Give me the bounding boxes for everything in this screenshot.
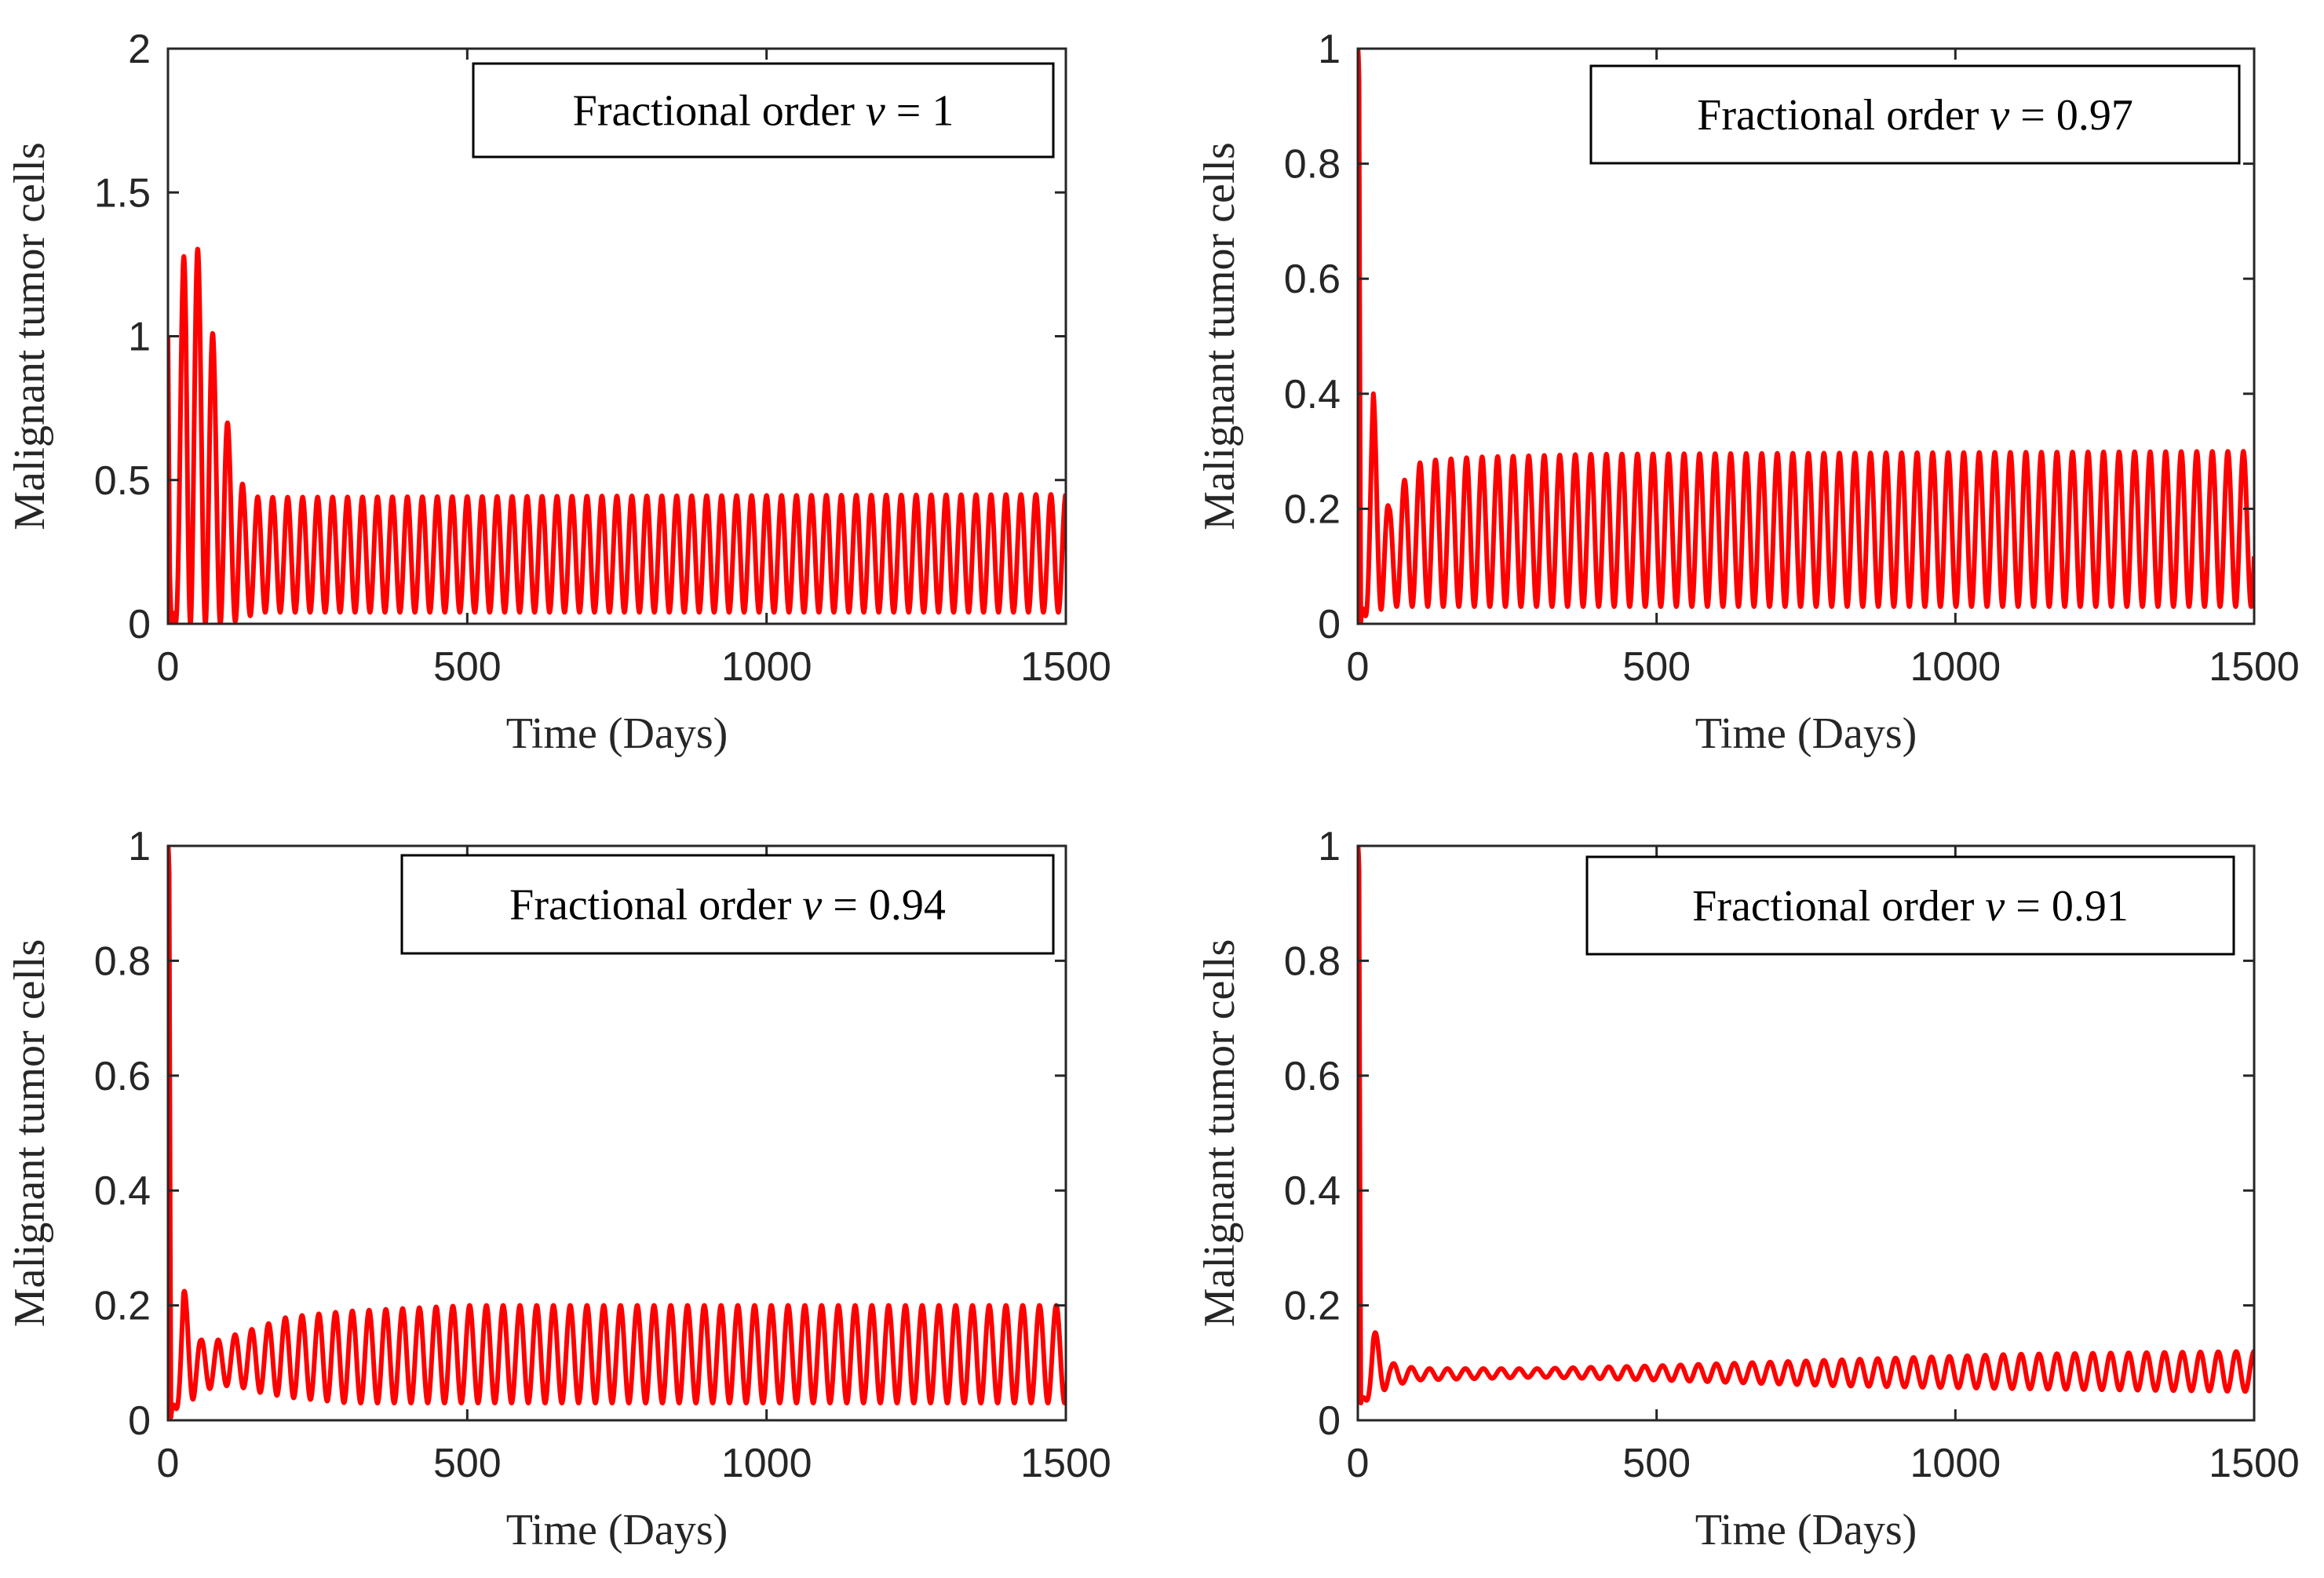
legend-label: Fractional order v = 0.91 bbox=[1692, 882, 2129, 931]
axes-frame bbox=[166, 844, 1067, 1422]
y-tick-label: 0 bbox=[1318, 602, 1341, 647]
x-axis-label: Time (Days) bbox=[1695, 1506, 1917, 1554]
legend-prefix: Fractional order bbox=[1697, 91, 1979, 140]
x-tick-label: 500 bbox=[433, 1441, 502, 1486]
series-line bbox=[1358, 844, 2254, 1406]
legend-label: Fractional order v = 0.97 bbox=[1697, 91, 2133, 140]
x-tick-label: 1000 bbox=[1910, 1441, 2001, 1486]
x-tick-label: 0 bbox=[157, 644, 180, 690]
y-axis-label: Malignant tumor cells bbox=[5, 939, 54, 1328]
y-tick-label: 0.6 bbox=[1284, 257, 1341, 302]
y-axis-label: Malignant tumor cells bbox=[1195, 939, 1244, 1328]
y-tick-label: 0.8 bbox=[94, 938, 151, 984]
y-tick-label: 0.2 bbox=[94, 1284, 151, 1329]
x-tick-label: 500 bbox=[1622, 644, 1691, 690]
x-tick-label: 1500 bbox=[2209, 1441, 2300, 1486]
y-tick-label: 0.4 bbox=[1284, 1168, 1341, 1214]
subplot-3: 0 500 1000 1500 0 0.2 0.4 0.6 0.8 1 Time (Days) Mal… bbox=[5, 824, 1111, 1554]
x-tick-label: 1000 bbox=[1910, 644, 2001, 690]
y-tick-label: 1 bbox=[128, 824, 151, 869]
legend-value: 0.97 bbox=[2056, 91, 2133, 140]
axes-frame bbox=[1356, 844, 2256, 1422]
legend: Fractional order v = 0.94 bbox=[400, 854, 1055, 955]
legend-equals: = bbox=[896, 87, 921, 136]
y-tick-label: 0.2 bbox=[1284, 487, 1341, 532]
legend-value: 1 bbox=[932, 87, 954, 136]
x-tick-label: 0 bbox=[157, 1441, 180, 1486]
legend-equals: = bbox=[2020, 91, 2045, 140]
x-axis-label: Time (Days) bbox=[506, 1506, 728, 1554]
x-axis-label: Time (Days) bbox=[506, 709, 728, 758]
y-tick-label: 0 bbox=[128, 602, 151, 647]
y-tick-label: 0.8 bbox=[1284, 142, 1341, 188]
y-tick-label: 0.6 bbox=[1284, 1054, 1341, 1099]
series-line bbox=[1358, 48, 2254, 624]
axes-frame bbox=[1356, 47, 2256, 625]
legend-variable: v bbox=[802, 881, 822, 930]
series-line bbox=[168, 246, 1066, 624]
x-tick-label: 0 bbox=[1347, 1441, 1370, 1486]
legend-equals: = bbox=[833, 881, 858, 930]
legend-value: 0.94 bbox=[869, 881, 946, 930]
legend-label: Fractional order v = 0.94 bbox=[509, 881, 946, 930]
legend-box bbox=[1585, 855, 2235, 956]
x-tick-label: 1500 bbox=[1020, 1441, 1111, 1486]
legend-equals: = bbox=[2016, 882, 2041, 931]
x-tick-label: 1000 bbox=[721, 644, 812, 690]
x-tick-label: 0 bbox=[1347, 644, 1370, 690]
x-tick-label: 1000 bbox=[721, 1441, 812, 1486]
legend-box bbox=[1589, 64, 2241, 165]
y-tick-label: 1 bbox=[128, 315, 151, 360]
y-tick-label: 0.4 bbox=[94, 1168, 151, 1214]
subplot-4: 0 500 1000 1500 0 0.2 0.4 0.6 0.8 1 Time (Days) Mal… bbox=[1195, 824, 2300, 1554]
y-tick-label: 1.5 bbox=[94, 170, 151, 216]
y-tick-label: 0.2 bbox=[1284, 1284, 1341, 1329]
legend-label: Fractional order v = 1 bbox=[573, 87, 954, 136]
legend-variable: v bbox=[1985, 882, 2005, 931]
legend-prefix: Fractional order bbox=[1692, 882, 1975, 931]
y-tick-label: 2 bbox=[128, 27, 151, 72]
x-axis-label: Time (Days) bbox=[1695, 709, 1917, 758]
y-tick-label: 0.5 bbox=[94, 458, 151, 504]
legend-prefix: Fractional order bbox=[509, 881, 792, 930]
y-tick-label: 1 bbox=[1318, 27, 1341, 72]
x-tick-label: 1500 bbox=[2209, 644, 2300, 690]
y-tick-label: 0 bbox=[128, 1398, 151, 1444]
legend: Fractional order v = 1 bbox=[472, 62, 1055, 159]
y-tick-label: 0.8 bbox=[1284, 938, 1341, 984]
y-tick-label: 0.6 bbox=[94, 1054, 151, 1099]
legend-value: 0.91 bbox=[2052, 882, 2129, 931]
x-tick-label: 500 bbox=[1622, 1441, 1691, 1486]
legend: Fractional order v = 0.91 bbox=[1585, 855, 2235, 956]
legend-box bbox=[472, 62, 1055, 159]
legend-box bbox=[400, 854, 1055, 955]
legend: Fractional order v = 0.97 bbox=[1589, 64, 2241, 165]
x-tick-label: 500 bbox=[433, 644, 502, 690]
legend-variable: v bbox=[866, 87, 885, 136]
y-axis-label: Malignant tumor cells bbox=[1195, 142, 1244, 530]
subplot-2: 0 500 1000 1500 0 0.2 0.4 0.6 0.8 1 Time (Days) Mal… bbox=[1195, 27, 2300, 758]
x-tick-label: 1500 bbox=[1020, 644, 1111, 690]
legend-prefix: Fractional order bbox=[573, 87, 856, 136]
y-tick-label: 0.4 bbox=[1284, 372, 1341, 417]
subplot-1: 0 500 1000 1500 0 0.5 1 1.5 2 Time (Days) Malignan… bbox=[5, 27, 1111, 758]
y-tick-label: 1 bbox=[1318, 824, 1341, 869]
legend-variable: v bbox=[1990, 91, 2009, 140]
series-line bbox=[168, 845, 1066, 1419]
y-axis-label: Malignant tumor cells bbox=[5, 142, 54, 530]
y-tick-label: 0 bbox=[1318, 1398, 1341, 1444]
